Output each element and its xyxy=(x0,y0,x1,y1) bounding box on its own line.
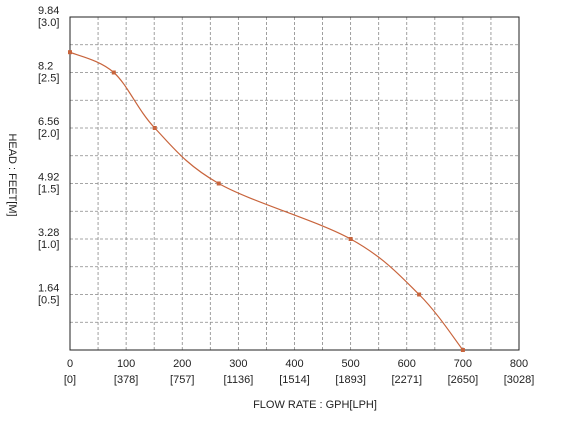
x-axis-title: FLOW RATE : GPH[LPH] xyxy=(253,399,377,411)
x-tick-label: 500 xyxy=(341,358,359,370)
y-tick-label: 4.92 xyxy=(38,171,59,183)
plot-frame xyxy=(69,16,520,351)
x-tick-label-metric: [757] xyxy=(170,374,194,386)
x-tick-label-metric: [1514] xyxy=(279,374,310,386)
x-tick-label: 200 xyxy=(173,358,191,370)
point xyxy=(68,50,72,55)
y-tick-label: 8.2 xyxy=(38,60,53,72)
point xyxy=(216,181,221,186)
point xyxy=(348,237,353,241)
y-tick-label-metric: [1.5] xyxy=(38,183,59,195)
point xyxy=(152,126,157,130)
x-tick-label-metric: [378] xyxy=(114,374,138,386)
y-axis-title: HEAD : FEET[M] xyxy=(6,133,18,216)
y-tick-label-metric: [2.5] xyxy=(38,72,59,84)
x-tick-label: 800 xyxy=(510,358,528,370)
y-tick-label: 6.56 xyxy=(38,116,59,128)
x-tick-label-metric: [1136] xyxy=(223,374,253,386)
y-tick-label-metric: [0.5] xyxy=(38,294,59,306)
curve xyxy=(69,51,464,351)
x-tick-label: 700 xyxy=(454,358,472,370)
point xyxy=(111,70,116,75)
point xyxy=(417,292,422,297)
x-tick-label-metric: [1893] xyxy=(335,374,366,386)
x-tick-label-metric: [3028] xyxy=(504,374,535,386)
x-tick-label: 100 xyxy=(117,358,135,370)
x-tick-label-metric: [2650] xyxy=(448,374,479,386)
y-tick-label-metric: [1.0] xyxy=(38,239,59,251)
x-tick-label: 600 xyxy=(398,358,416,370)
y-tick-label-metric: [3.0] xyxy=(38,17,59,29)
x-tick-label-metric: [2271] xyxy=(391,374,422,386)
x-tick-label: 0 xyxy=(67,358,73,370)
y-tick-label: 9.84 xyxy=(38,5,59,17)
y-tick-label: 3.28 xyxy=(38,227,59,239)
x-tick-label-metric: [0] xyxy=(64,374,76,386)
y-tick-label-metric: [2.0] xyxy=(38,128,59,140)
x-tick-label: 400 xyxy=(285,358,303,370)
y-tick-label: 1.64 xyxy=(38,282,59,294)
point xyxy=(460,348,465,352)
x-tick-label: 300 xyxy=(229,358,247,370)
